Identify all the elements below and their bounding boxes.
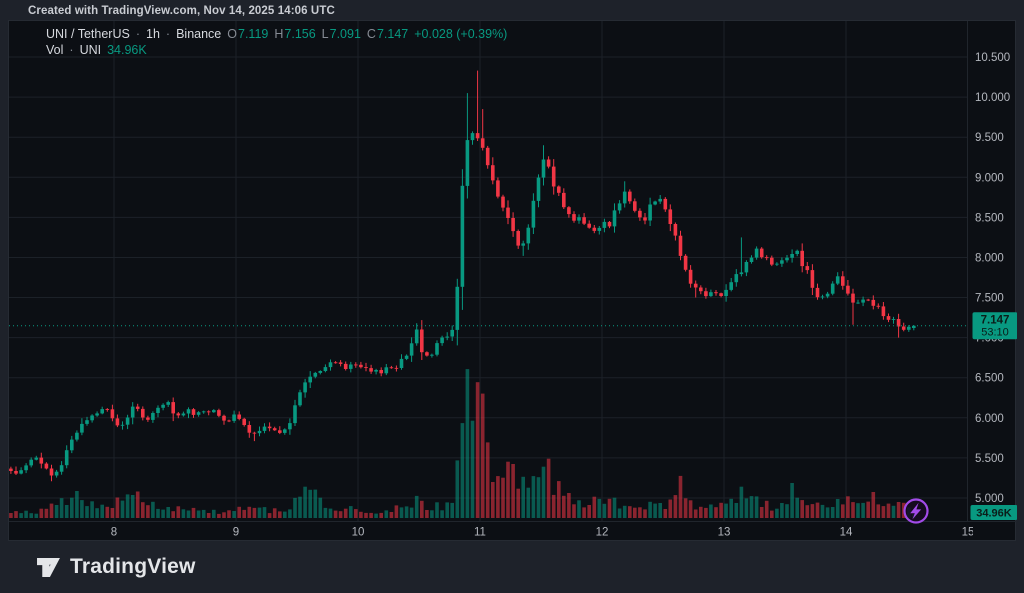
time-tick-label: 14: [840, 527, 853, 539]
price-tick-label: 5.500: [975, 453, 1004, 465]
svg-text:53:10: 53:10: [981, 326, 1009, 338]
time-tick-label: 8: [111, 527, 117, 539]
attribution-text: Created with TradingView.com, Nov 14, 20…: [28, 5, 335, 17]
price-chart[interactable]: 10.50010.0009.5009.0008.5008.0007.5007.0…: [9, 21, 1017, 542]
price-tick-label: 6.000: [975, 413, 1004, 425]
price-tick-label: 6.500: [975, 373, 1004, 385]
price-tick-label: 5.000: [975, 493, 1004, 505]
price-scale[interactable]: [974, 20, 1016, 520]
time-tick-label: 9: [233, 527, 239, 539]
volume-series: [9, 369, 916, 518]
time-tick-label: 10: [352, 527, 365, 539]
price-tick-label: 8.000: [975, 253, 1004, 265]
time-tick-label: 11: [474, 527, 486, 539]
svg-text:34.96K: 34.96K: [976, 508, 1012, 520]
price-tick-label: 7.500: [975, 293, 1004, 305]
axis-separators: [9, 21, 1017, 522]
price-tick-label: 9.500: [975, 132, 1004, 144]
candlestick-series: [9, 70, 916, 482]
time-tick-label: 13: [718, 527, 731, 539]
tradingview-logo-icon[interactable]: [36, 557, 60, 578]
time-scale[interactable]: [8, 520, 966, 541]
time-tick-label: 15: [962, 527, 975, 539]
chart-panel: 10.50010.0009.5009.0008.5008.0007.5007.0…: [8, 20, 1017, 542]
svg-text:7.147: 7.147: [981, 314, 1010, 326]
flash-icon: [910, 502, 922, 520]
price-tick-label: 9.000: [975, 172, 1004, 184]
price-tick-label: 10.000: [975, 92, 1010, 104]
grid: [9, 21, 967, 521]
tradingview-brand[interactable]: TradingView: [70, 555, 196, 578]
flash-badge-button[interactable]: [903, 498, 929, 524]
time-tick-label: 12: [596, 527, 609, 539]
price-tick-label: 10.500: [975, 52, 1010, 64]
volume-value-label: 34.96K: [970, 505, 1017, 520]
footer: TradingView: [0, 541, 1024, 593]
price-tick-label: 8.500: [975, 212, 1004, 224]
